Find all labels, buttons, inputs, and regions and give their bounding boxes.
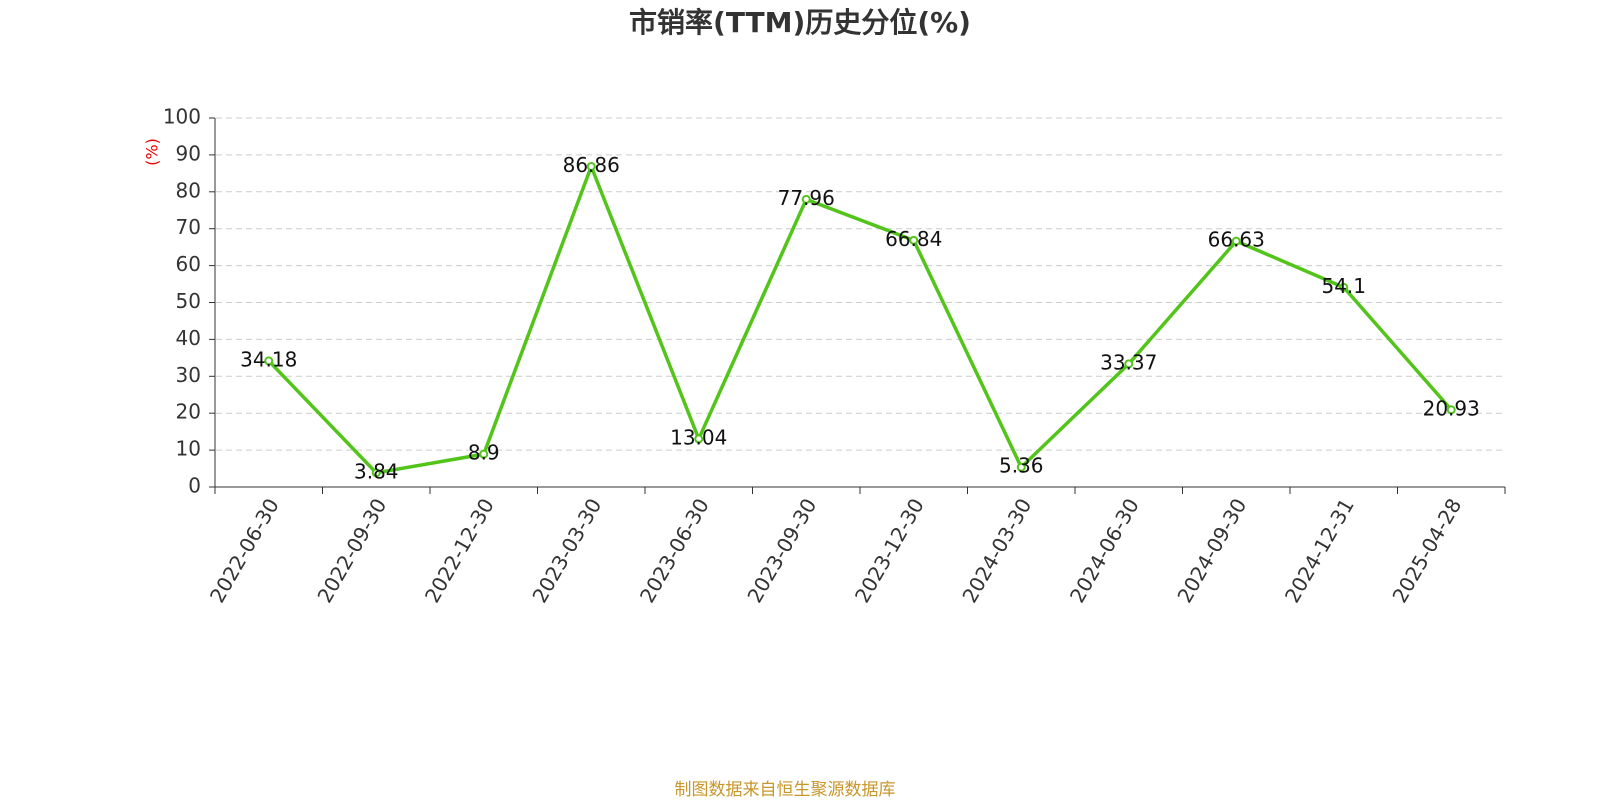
x-tick-label: 2022-09-30 — [312, 494, 391, 607]
point — [1016, 462, 1026, 472]
x-tick-label: 2023-09-30 — [742, 494, 821, 607]
y-tick-label: 100 — [163, 105, 201, 129]
point — [1124, 359, 1134, 369]
x-tick-label: 2023-06-30 — [635, 494, 714, 607]
data-label: 13.04 — [670, 425, 727, 449]
data-label: 66.63 — [1208, 228, 1265, 252]
y-tick-label: 10 — [176, 437, 201, 461]
data-label: 33.37 — [1100, 350, 1157, 374]
x-tick-label: 2024-03-30 — [957, 494, 1036, 607]
point — [1339, 282, 1349, 292]
x-tick-label: 2024-06-30 — [1065, 494, 1144, 607]
point — [479, 449, 489, 459]
data-label: 8.9 — [468, 441, 500, 465]
x-tick-label: 2022-06-30 — [205, 494, 284, 607]
x-tick-label: 2023-03-30 — [527, 494, 606, 607]
data-label: 66.84 — [885, 227, 942, 251]
y-tick-label: 30 — [176, 363, 201, 387]
data-label: 5.36 — [999, 454, 1044, 478]
y-tick-label: 40 — [176, 326, 201, 350]
y-axis-label: (%) — [143, 138, 162, 166]
y-tick-label: 90 — [176, 141, 201, 165]
point — [801, 194, 811, 204]
point — [694, 434, 704, 444]
data-label: 54.1 — [1321, 274, 1366, 298]
x-tick-label: 2022-12-30 — [420, 494, 499, 607]
y-tick-label: 60 — [176, 252, 201, 276]
x-tick-label: 2023-12-30 — [850, 494, 929, 607]
x-tick-label: 2024-12-31 — [1280, 494, 1359, 607]
point — [264, 356, 274, 366]
y-tick-label: 0 — [188, 474, 201, 498]
point — [1446, 405, 1456, 415]
point — [371, 468, 381, 478]
chart-title: 市销率(TTM)历史分位(%) — [629, 6, 971, 39]
point — [586, 161, 596, 171]
data-label: 3.84 — [354, 459, 399, 483]
y-tick-label: 80 — [176, 178, 201, 202]
data-label: 34.18 — [240, 347, 297, 371]
source-note: 制图数据来自恒生聚源数据库 — [675, 780, 896, 800]
data-label: 77.96 — [778, 186, 835, 210]
y-tick-label: 50 — [176, 289, 201, 313]
point — [909, 235, 919, 245]
x-tick-label: 2025-04-28 — [1387, 494, 1466, 607]
line — [267, 161, 1453, 475]
data-label: 20.93 — [1423, 396, 1480, 420]
y-tick-label: 70 — [176, 215, 201, 239]
x-tick-label: 2024-09-30 — [1172, 494, 1251, 607]
y-tick-label: 20 — [176, 400, 201, 424]
data-label: 86.86 — [563, 153, 620, 177]
point — [1231, 236, 1241, 246]
